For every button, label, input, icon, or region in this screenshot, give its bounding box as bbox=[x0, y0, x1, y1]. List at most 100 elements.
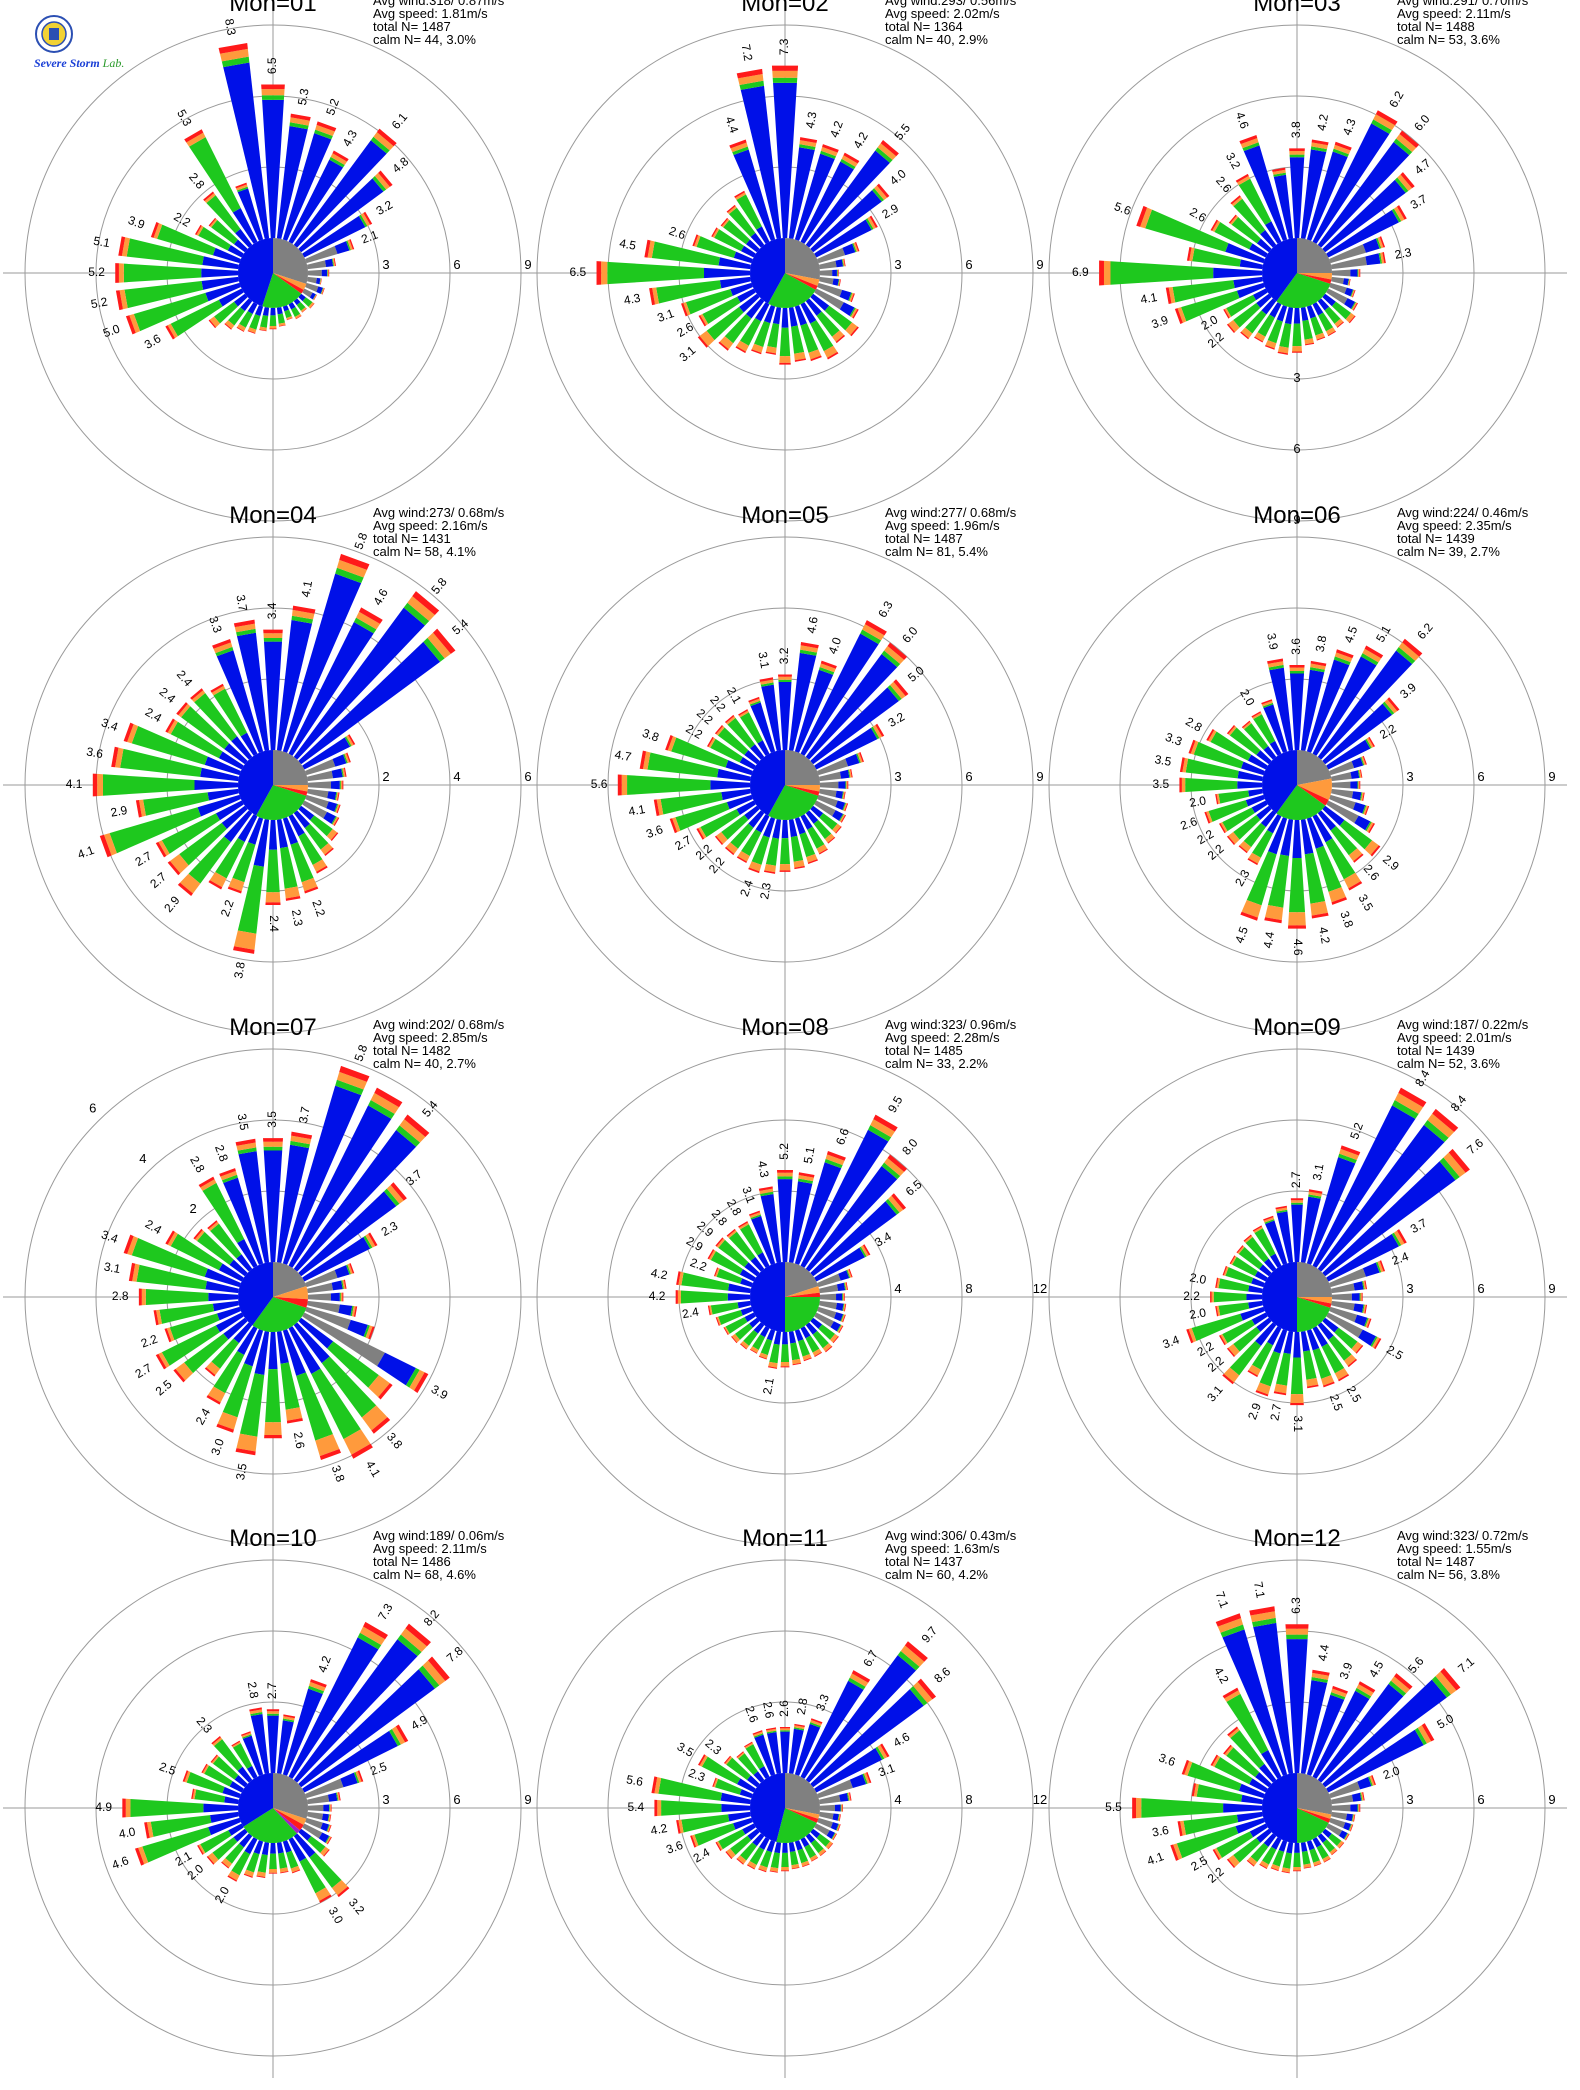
bar-value-label: 6.3 bbox=[1289, 1597, 1303, 1614]
direction-bar bbox=[1215, 1613, 1288, 1776]
bar-segment-red bbox=[1402, 638, 1423, 657]
bar-segment-green bbox=[1267, 854, 1290, 908]
direction-bar bbox=[788, 1172, 815, 1263]
bar-segment-green bbox=[215, 646, 234, 657]
direction-bar bbox=[218, 43, 270, 239]
direction-bar bbox=[794, 1718, 823, 1776]
bar-segment-red bbox=[758, 1186, 773, 1192]
bar-value-label: 2.4 bbox=[681, 1304, 700, 1321]
direction-bar bbox=[780, 1331, 790, 1368]
bar-segment-orange bbox=[738, 710, 749, 718]
bar-segment-red bbox=[1287, 925, 1307, 929]
pie-slice-blue bbox=[750, 750, 785, 816]
bar-value-label: 5.3 bbox=[295, 87, 312, 106]
bar-segment-blue bbox=[1351, 1792, 1362, 1802]
bar-value-label: 2.6 bbox=[1361, 862, 1383, 884]
bar-segment-red bbox=[1359, 269, 1361, 277]
bar-segment-green bbox=[221, 1174, 238, 1183]
bar-segment-green bbox=[1268, 664, 1284, 671]
bar-value-label: 2.7 bbox=[133, 848, 155, 869]
direction-bar bbox=[1132, 1797, 1263, 1819]
bar-segment-green bbox=[1357, 781, 1359, 789]
bar-segment-green bbox=[818, 666, 835, 675]
bar-segment-blue bbox=[814, 727, 878, 770]
bar-segment-blue bbox=[747, 1828, 760, 1841]
bar-segment-red bbox=[1399, 130, 1420, 148]
bar-segment-green bbox=[812, 1330, 829, 1349]
direction-bar bbox=[814, 1244, 871, 1282]
bar-segment-blue bbox=[810, 293, 830, 311]
bar-segment-red bbox=[738, 1221, 749, 1228]
direction-bar bbox=[723, 1755, 760, 1788]
bar-segment-blue bbox=[800, 1129, 889, 1268]
bar-segment-green bbox=[280, 1362, 300, 1410]
pie-slice-orange bbox=[785, 785, 820, 792]
bar-segment-red bbox=[1222, 1265, 1228, 1276]
bar-segment-orange bbox=[265, 892, 281, 903]
bar-segment-green bbox=[710, 738, 743, 763]
bar-segment-orange bbox=[290, 1135, 312, 1145]
wind-rose-Mon=10: 3 6 92.74.27.3 8.27.84.92.53.23.02.02.02.14… bbox=[3, 1525, 543, 2078]
bar-segment-gray bbox=[814, 1312, 834, 1328]
bar-value-label: 4.2 bbox=[315, 1654, 334, 1675]
ring-tick-label: 12 bbox=[1033, 1792, 1047, 1807]
bar-segment-orange bbox=[1343, 872, 1361, 889]
direction-bar bbox=[276, 605, 316, 751]
bar-segment-green bbox=[831, 1832, 836, 1840]
direction-bar bbox=[298, 293, 315, 309]
bar-segment-green bbox=[717, 727, 749, 755]
bar-segment-red bbox=[327, 1836, 332, 1845]
bar-segment-blue bbox=[753, 1771, 765, 1783]
direction-bar bbox=[276, 1131, 313, 1263]
bar-segment-blue bbox=[805, 1655, 916, 1783]
bar-segment-red bbox=[818, 848, 828, 855]
stat-calm: calm N= 52, 3.6% bbox=[1397, 1056, 1500, 1071]
direction-bar bbox=[1226, 1317, 1272, 1358]
bar-segment-green bbox=[1289, 670, 1305, 674]
bar-segment-orange bbox=[1254, 332, 1266, 342]
bar-segment-orange bbox=[777, 1172, 793, 1177]
bar-segment-green bbox=[1279, 323, 1292, 348]
bar-segment-red bbox=[799, 137, 818, 144]
bar-segment-green bbox=[343, 753, 348, 764]
bar-segment-green bbox=[131, 726, 208, 765]
direction-bar bbox=[198, 1176, 258, 1268]
bar-segment-green bbox=[702, 296, 741, 325]
direction-bar bbox=[298, 1182, 407, 1277]
direction-bar bbox=[805, 298, 846, 344]
bar-segment-blue bbox=[331, 1280, 343, 1291]
direction-bar bbox=[1263, 1215, 1288, 1265]
direction-bar bbox=[1300, 1842, 1312, 1869]
bar-segment-red bbox=[617, 774, 622, 796]
bar-segment-orange bbox=[191, 690, 206, 703]
bar-segment-orange bbox=[340, 780, 343, 790]
stat-calm: calm N= 33, 2.2% bbox=[885, 1056, 988, 1071]
bar-segment-blue bbox=[282, 817, 298, 845]
pie-slice-blue bbox=[1262, 750, 1297, 814]
bar-segment-orange bbox=[129, 313, 141, 333]
bar-segment-orange bbox=[748, 861, 762, 872]
bar-segment-blue bbox=[1249, 243, 1268, 258]
bar-segment-blue bbox=[788, 819, 798, 838]
direction-bar bbox=[233, 819, 270, 954]
bar-segment-orange bbox=[347, 1263, 353, 1275]
bar-segment-red bbox=[778, 674, 792, 677]
bar-segment-red bbox=[738, 709, 749, 716]
direction-bar bbox=[1204, 794, 1265, 824]
bar-segment-blue bbox=[1269, 740, 1282, 756]
bar-segment-blue bbox=[772, 307, 782, 325]
bar-segment-red bbox=[1219, 823, 1226, 834]
direction-bar bbox=[293, 1114, 430, 1272]
direction-bar bbox=[748, 817, 776, 874]
bar-value-label: 4.6 bbox=[370, 586, 391, 608]
bar-segment-blue bbox=[240, 732, 258, 756]
bar-segment-blue bbox=[302, 215, 366, 258]
bar-segment-blue bbox=[763, 817, 776, 838]
bar-segment-green bbox=[793, 1727, 805, 1731]
bar-segment-green bbox=[383, 1188, 400, 1207]
bar-segment-green bbox=[161, 813, 220, 854]
bar-value-label: 4.6 bbox=[891, 1729, 913, 1750]
direction-bar bbox=[99, 794, 241, 858]
bar-segment-blue bbox=[774, 1842, 782, 1854]
bar-segment-green bbox=[696, 236, 737, 258]
